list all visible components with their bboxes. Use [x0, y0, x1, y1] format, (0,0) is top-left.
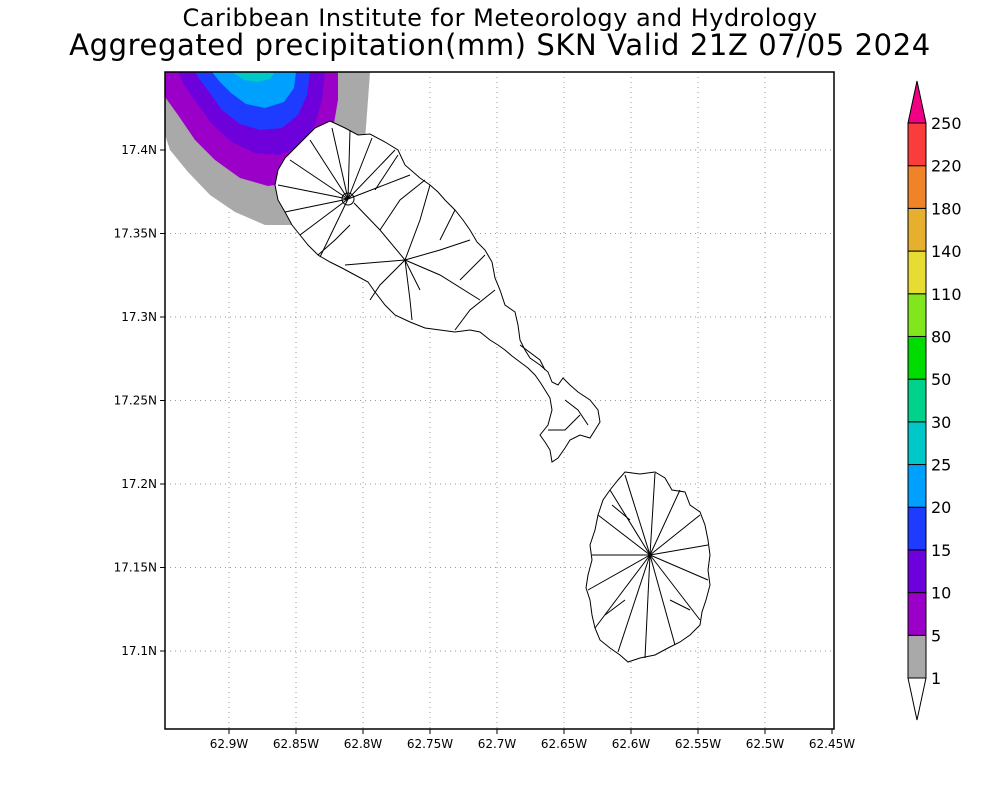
chart-subtitle: Aggregated precipitation(mm) SKN Valid 2… — [69, 28, 931, 62]
y-tick-label: 17.15N — [114, 561, 157, 575]
colorbar-segment — [907, 165, 927, 209]
colorbar-overflow — [907, 80, 927, 124]
x-tick-label: 62.5W — [746, 737, 785, 751]
colorbar-segment — [907, 506, 927, 551]
colorbar-label: 140 — [931, 242, 962, 261]
colorbar-segment — [907, 293, 927, 337]
x-tick-label: 62.8W — [344, 737, 383, 751]
x-tick-label: 62.65W — [541, 737, 587, 751]
colorbar-label: 10 — [931, 584, 951, 603]
colorbar-segment — [907, 592, 927, 636]
y-tick-label: 17.2N — [121, 477, 157, 491]
colorbar-segment — [907, 464, 927, 508]
colorbar-segment — [907, 549, 927, 594]
colorbar-segment — [907, 335, 927, 380]
colorbar-segment — [907, 250, 927, 295]
x-tick-label: 62.45W — [809, 737, 855, 751]
x-tick-label: 62.55W — [675, 737, 721, 751]
y-tick-label: 17.1N — [121, 644, 157, 658]
colorbar-label: 20 — [931, 498, 951, 517]
colorbar-segment — [907, 207, 927, 252]
st-kitts-coastline — [274, 120, 601, 463]
colorbar-label: 250 — [931, 114, 962, 133]
y-tick-label: 17.25N — [114, 394, 157, 408]
x-tick-label: 62.75W — [407, 737, 453, 751]
precip-band-20-25mm — [212, 72, 296, 108]
y-tick-label: 17.4N — [121, 143, 157, 157]
x-axis: 62.9W 62.85W 62.8W 62.75W 62.7W 62.65W 62.6W 62… — [210, 729, 855, 751]
x-tick-label: 62.9W — [210, 737, 249, 751]
colorbar-label: 1 — [931, 669, 941, 688]
colorbar-label: 5 — [931, 626, 941, 645]
colorbar-label: 110 — [931, 285, 962, 304]
nevis-coastline — [585, 471, 711, 663]
y-tick-label: 17.3N — [121, 310, 157, 324]
island-nevis — [585, 471, 711, 663]
x-tick-label: 62.6W — [612, 737, 651, 751]
colorbar-segment — [907, 421, 927, 466]
colorbar-label: 180 — [931, 199, 962, 218]
x-tick-label: 62.85W — [273, 737, 319, 751]
colorbar-segment — [907, 634, 927, 679]
colorbar-label: 80 — [931, 327, 951, 346]
island-st-kitts — [274, 120, 601, 463]
colorbar-label: 25 — [931, 456, 951, 475]
colorbar-segment — [907, 122, 927, 167]
colorbar-label: 30 — [931, 413, 951, 432]
precip-band-25-30mm — [232, 72, 275, 82]
colorbar-label: 15 — [931, 541, 951, 560]
y-axis: 17.4N 17.35N 17.3N 17.25N 17.2N 17.15N 17.1N — [114, 143, 165, 658]
colorbar-label: 50 — [931, 370, 951, 389]
x-tick-label: 62.7W — [478, 737, 517, 751]
colorbar-underflow — [907, 677, 927, 721]
y-tick-label: 17.35N — [114, 227, 157, 241]
colorbar-segment — [907, 378, 927, 423]
colorbar-label: 220 — [931, 157, 962, 176]
chart-title: Caribbean Institute for Meteorology and … — [182, 4, 818, 32]
